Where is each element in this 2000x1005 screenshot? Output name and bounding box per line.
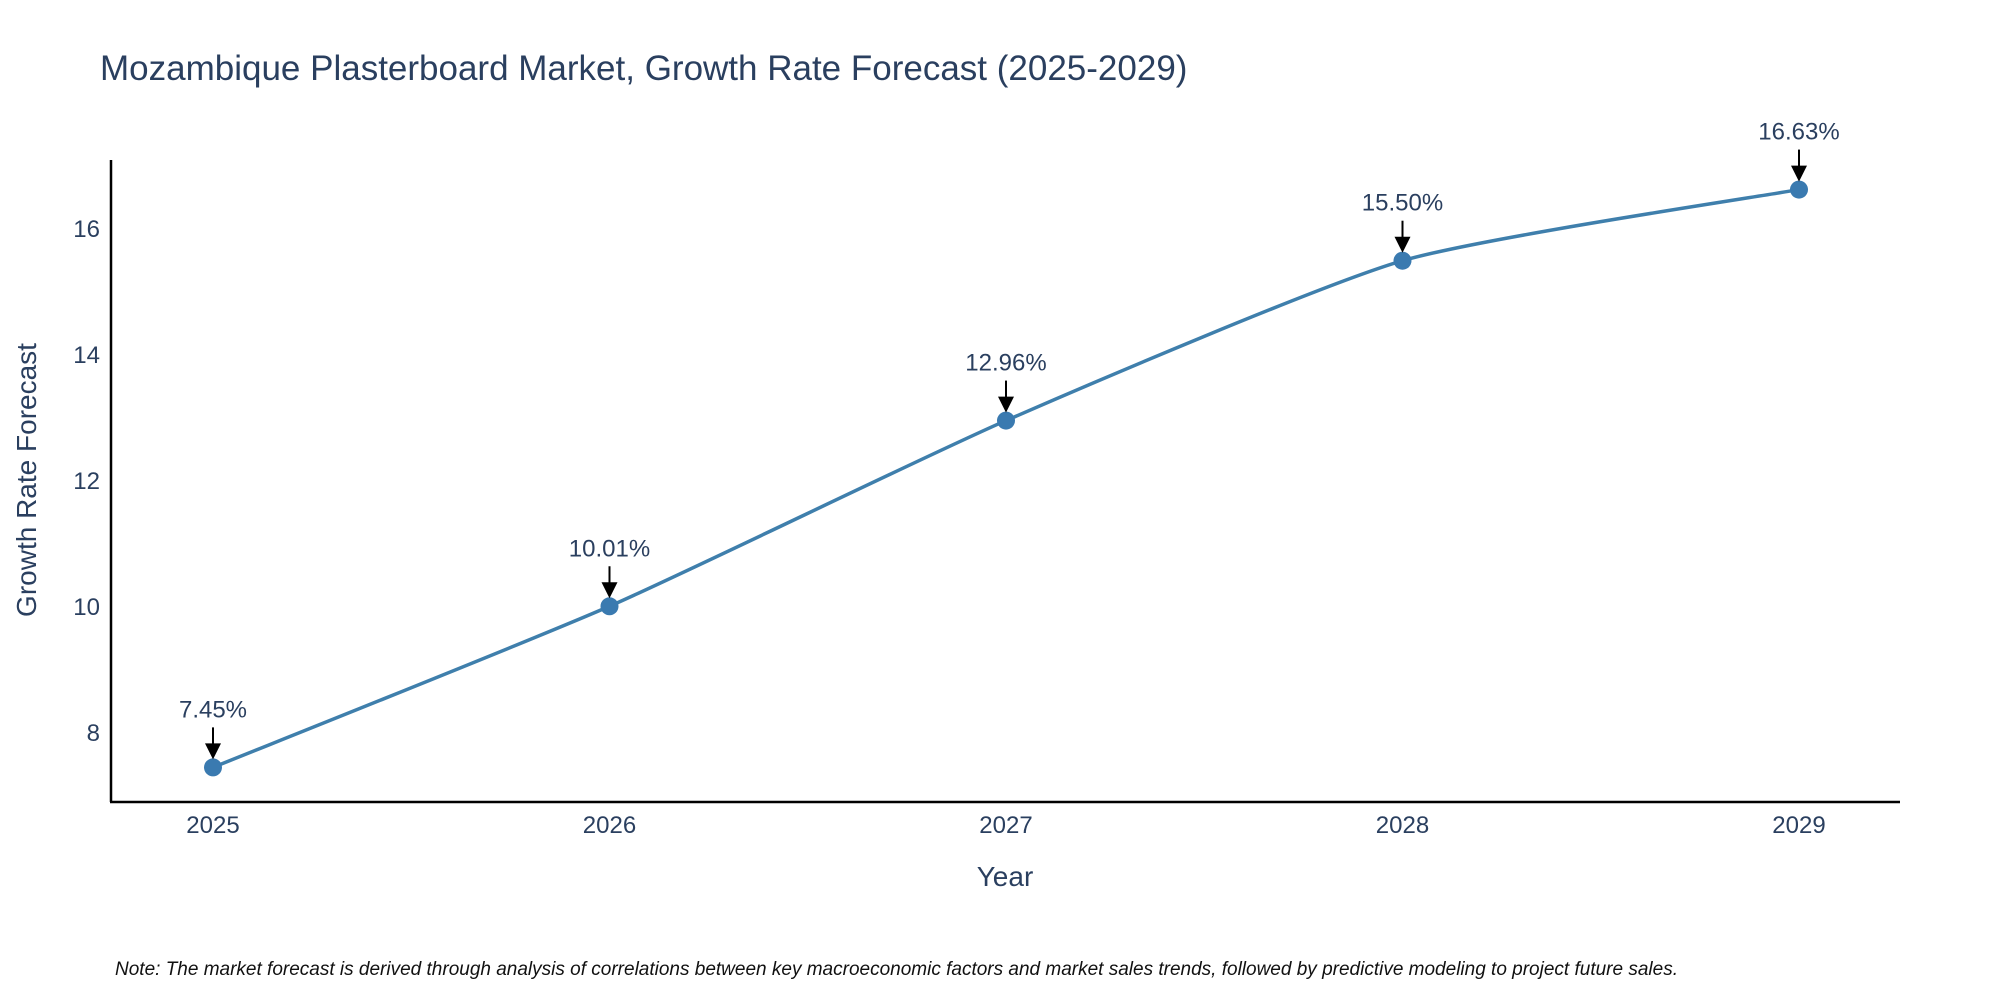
annotation-arrow-head	[1791, 165, 1807, 182]
data-label: 10.01%	[569, 535, 650, 562]
data-label: 7.45%	[179, 696, 247, 723]
y-axis-title: Growth Rate Forecast	[11, 343, 42, 617]
data-point-2026	[600, 597, 619, 616]
x-tick-label: 2029	[1772, 812, 1825, 839]
annotation-arrow-head	[601, 582, 618, 599]
x-tick-label: 2028	[1376, 812, 1429, 839]
axes	[109, 160, 1900, 804]
x-axis-title: Year	[977, 861, 1034, 892]
x-tick-label: 2026	[583, 812, 636, 839]
annotation-arrow-head	[205, 743, 221, 760]
y-tick-label: 10	[73, 594, 100, 621]
data-point-2027	[997, 411, 1015, 430]
growth-rate-series	[204, 180, 1808, 777]
data-label-annotations: 7.45% 10.01% 12.96% 15.50% 16.63%	[179, 119, 1840, 760]
data-label: 16.63%	[1758, 119, 1839, 146]
data-label: 15.50%	[1362, 190, 1443, 217]
x-tick-labels: 2025 2026 2027 2028 2029	[186, 812, 1825, 839]
y-tick-label: 8	[87, 720, 100, 747]
forecast-note: Note: The market forecast is derived thr…	[115, 959, 1678, 980]
y-tick-label: 16	[73, 216, 100, 243]
chart-title: Mozambique Plasterboard Market, Growth R…	[100, 49, 1187, 88]
x-tick-label: 2027	[979, 812, 1032, 839]
data-point-2029	[1790, 180, 1808, 199]
annotation-arrow-head	[998, 396, 1014, 413]
data-point-2028	[1393, 251, 1412, 270]
y-tick-label: 14	[73, 342, 100, 369]
data-label: 12.96%	[965, 350, 1046, 377]
x-tick-label: 2025	[186, 812, 239, 839]
y-tick-label: 12	[73, 468, 100, 495]
annotation-arrow-head	[1394, 236, 1411, 253]
series-line	[212, 187, 1800, 770]
data-point-2025	[204, 758, 222, 777]
y-tick-labels: 8 10 12 14 16	[73, 216, 100, 747]
